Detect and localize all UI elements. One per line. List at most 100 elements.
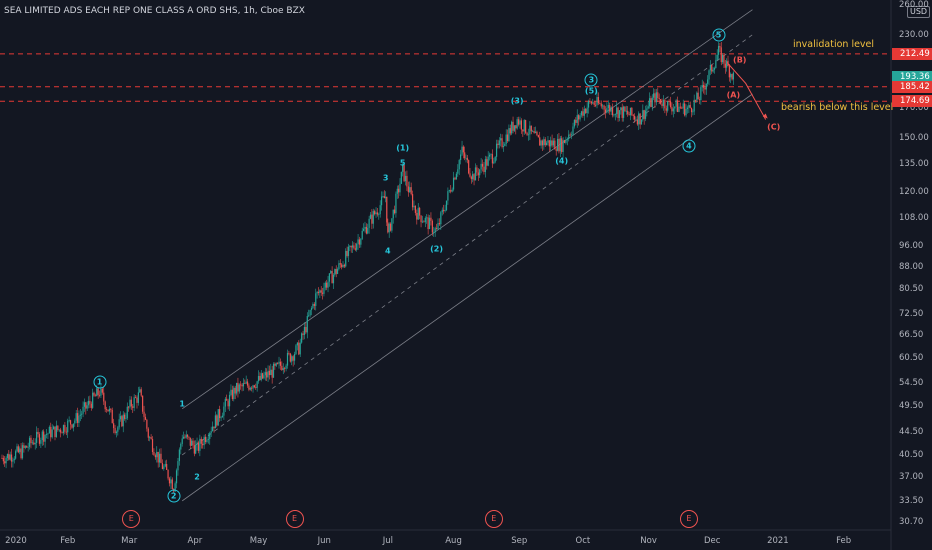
candle-body <box>635 119 637 121</box>
candle-body <box>292 356 294 361</box>
price-tick-label: 66.50 <box>899 329 924 340</box>
candle-body <box>48 426 50 434</box>
time-tick-label: Mar <box>121 536 138 546</box>
candle-body <box>47 433 49 435</box>
candle-body <box>438 223 441 225</box>
candle-body <box>319 290 321 293</box>
candle-body <box>668 100 670 102</box>
candle-body <box>544 139 546 146</box>
candle-body <box>454 177 456 180</box>
candle-body <box>259 376 261 380</box>
candle-body <box>75 413 77 421</box>
candle-body <box>554 140 556 150</box>
candle-body <box>678 106 680 112</box>
candle-body <box>593 102 595 105</box>
candle-body <box>395 193 397 214</box>
candle-body <box>305 327 307 333</box>
candle-body <box>399 183 401 193</box>
candle-body <box>5 457 7 464</box>
earnings-event-icon[interactable]: E <box>484 510 503 528</box>
candle-body <box>336 269 339 274</box>
candle-body <box>26 445 28 448</box>
candle-body <box>86 405 88 409</box>
candle-body <box>624 106 626 112</box>
candle-body <box>532 130 534 132</box>
candle-body <box>501 138 503 147</box>
candle-body <box>260 373 262 380</box>
bearish-note: bearish below this level <box>781 102 894 113</box>
candle-body <box>694 99 697 101</box>
candle-body <box>361 230 363 239</box>
candle-body <box>470 176 472 180</box>
candle-body <box>189 437 191 446</box>
candle-body <box>321 292 324 294</box>
candle-body <box>484 159 486 173</box>
candle-body <box>166 464 168 470</box>
candle-body <box>353 245 355 249</box>
price-tick-label: 108.00 <box>899 212 929 223</box>
candle-body <box>618 110 621 119</box>
currency-label[interactable]: USD <box>907 6 931 18</box>
candle-body <box>647 106 649 109</box>
candle-body <box>585 108 587 114</box>
candle-body <box>389 223 392 231</box>
candle-body <box>529 125 531 135</box>
candle-body <box>539 137 541 146</box>
candle-body <box>133 397 135 408</box>
candle-body <box>445 200 448 211</box>
candle-body <box>573 119 575 127</box>
candle-body <box>193 445 195 454</box>
earnings-event-icon[interactable]: E <box>679 510 698 528</box>
candle-body <box>428 217 431 230</box>
candle-body <box>301 333 303 343</box>
candle-body <box>317 291 320 293</box>
candle-body <box>101 388 103 393</box>
candle-body <box>271 369 273 378</box>
candle-body <box>136 397 138 403</box>
candle-body <box>595 104 597 106</box>
candle-body <box>371 214 373 224</box>
candle-body <box>37 431 39 435</box>
candle-body <box>398 188 400 193</box>
candle-body <box>617 107 619 119</box>
channel-line-lower <box>181 93 753 502</box>
candle-body <box>357 239 359 244</box>
candle-body <box>34 442 36 445</box>
candle-body <box>83 402 86 407</box>
candle-body <box>726 60 728 68</box>
candle-body <box>31 442 33 444</box>
candle-body <box>494 156 496 162</box>
candle-body <box>347 246 350 256</box>
candle-body <box>1 457 3 459</box>
candle-body <box>61 432 63 434</box>
candle-body <box>513 125 516 131</box>
candle-body <box>490 154 492 155</box>
candle-body <box>143 411 145 417</box>
candle-body <box>512 121 514 131</box>
candle-body <box>440 212 442 225</box>
candle-body <box>279 361 282 366</box>
price-tick-label: 60.50 <box>899 352 924 363</box>
candle-body <box>403 164 405 182</box>
price-tick-label: 88.00 <box>899 262 924 273</box>
earnings-event-icon[interactable]: E <box>122 510 141 528</box>
candle-body <box>421 221 424 223</box>
wave-minor-label: 2 <box>194 472 200 482</box>
candle-body <box>40 439 42 444</box>
candle-body <box>249 387 251 390</box>
earnings-event-icon[interactable]: E <box>285 510 304 528</box>
candle-body <box>214 415 217 429</box>
candle-body <box>627 110 629 115</box>
candle-body <box>2 458 4 462</box>
candle-body <box>469 173 471 177</box>
candle-body <box>107 409 109 412</box>
candle-body <box>171 479 173 490</box>
candle-body <box>716 54 718 61</box>
candle-body <box>175 470 178 484</box>
candle-body <box>28 437 31 447</box>
candle-body <box>144 416 147 420</box>
candle-body <box>100 388 102 396</box>
candle-body <box>474 167 477 181</box>
candle-body <box>681 107 683 109</box>
